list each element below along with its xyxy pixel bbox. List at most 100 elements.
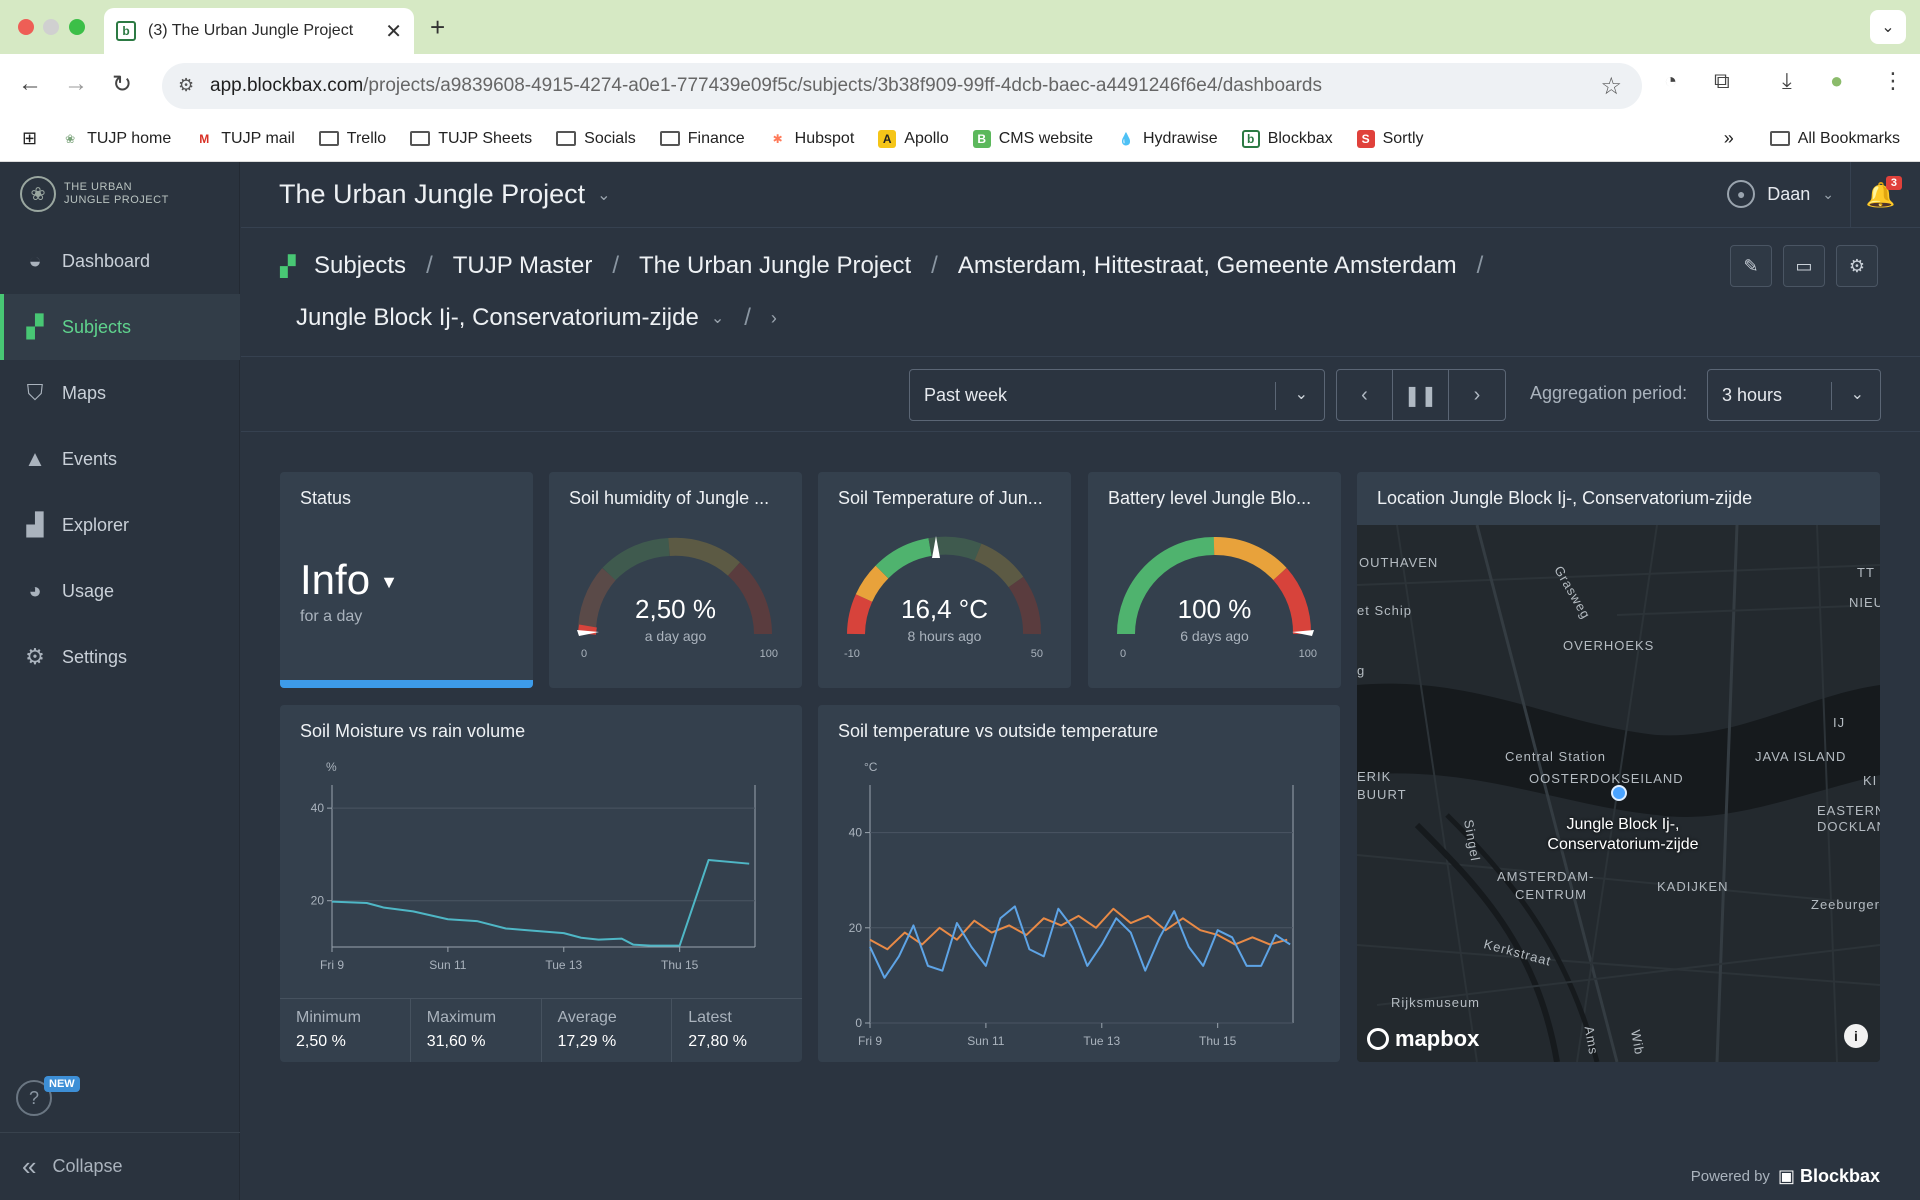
status-widget[interactable]: Status Info ▼ for a day bbox=[280, 472, 533, 688]
battery-level-widget[interactable]: Battery level Jungle Blo... 0 100 100 % … bbox=[1088, 472, 1341, 688]
tab-close-icon[interactable]: ✕ bbox=[385, 20, 402, 43]
previous-period-button[interactable]: ‹ bbox=[1337, 370, 1393, 420]
y-tick-label: 20 bbox=[849, 921, 863, 935]
double-chevron-left-icon: « bbox=[22, 1151, 37, 1181]
bookmark-trello[interactable]: Trello bbox=[318, 130, 386, 148]
tab-search-button[interactable]: ⌄ bbox=[1870, 10, 1906, 44]
bookmark-sortly[interactable]: S Sortly bbox=[1356, 129, 1424, 148]
fullscreen-button[interactable]: ▭ bbox=[1783, 245, 1825, 287]
series-line bbox=[869, 907, 1288, 951]
maximize-window-button[interactable] bbox=[69, 19, 85, 35]
project-selector[interactable]: The Urban Jungle Project bbox=[279, 179, 586, 209]
gauge-timestamp: 8 hours ago bbox=[907, 628, 982, 644]
close-window-button[interactable] bbox=[18, 19, 34, 35]
breadcrumb-subjects[interactable]: Subjects bbox=[314, 252, 407, 279]
sidebar-item-usage[interactable]: ◕ Usage bbox=[0, 558, 240, 624]
user-menu[interactable]: ● Daan ⌄ bbox=[1727, 180, 1834, 208]
sidebar-item-maps[interactable]: ⛉ Maps bbox=[0, 360, 240, 426]
minimize-window-button[interactable] bbox=[43, 19, 59, 35]
notifications-button[interactable]: 🔔 3 bbox=[1850, 162, 1910, 228]
bookmarks-bar: ⊞ ❀ TUJP home M TUJP mail Trello TUJP Shee… bbox=[0, 116, 1920, 162]
time-range-select[interactable]: Past week ⌄ bbox=[909, 369, 1325, 421]
cms-icon: B bbox=[972, 129, 991, 148]
apps-grid-icon[interactable]: ⊞ bbox=[22, 128, 38, 148]
time-controls: Past week ⌄ ‹ ❚❚ › Aggregation period: 3… bbox=[241, 356, 1920, 432]
tab-title: (3) The Urban Jungle Project bbox=[148, 22, 354, 39]
browser-menu-icon[interactable]: ⋮ bbox=[1882, 68, 1904, 93]
profile-avatar-icon[interactable]: ● bbox=[1830, 68, 1844, 93]
app-logo[interactable]: ❀ THE URBAN JUNGLE PROJECT bbox=[20, 176, 169, 212]
stat-value: 31,60 % bbox=[426, 1033, 486, 1050]
pause-button[interactable]: ❚❚ bbox=[1393, 370, 1449, 420]
bookmark-socials[interactable]: Socials bbox=[556, 130, 636, 148]
settings-button[interactable]: ⚙ bbox=[1836, 245, 1878, 287]
all-bookmarks[interactable]: All Bookmarks bbox=[1797, 129, 1900, 147]
map-label: OVERHOEKS bbox=[1563, 638, 1655, 653]
map-label: DOCKLAN bbox=[1817, 819, 1880, 834]
y-tick-label: 0 bbox=[855, 1016, 862, 1030]
more-bookmarks-icon[interactable]: » bbox=[1723, 128, 1734, 148]
bookmark-tujp-home[interactable]: ❀ TUJP home bbox=[61, 130, 171, 148]
extension-icon[interactable]: ◔ bbox=[1664, 68, 1678, 93]
bookmark-hydrawise[interactable]: 💧 Hydrawise bbox=[1117, 130, 1218, 148]
cubes-icon: ▞ bbox=[26, 314, 44, 339]
site-info-icon[interactable]: ⚙ bbox=[178, 75, 195, 95]
monitor-icon: ▭ bbox=[1795, 255, 1813, 276]
mapbox-logo[interactable]: mapbox bbox=[1367, 1026, 1479, 1052]
bookmark-blockbax[interactable]: b Blockbax bbox=[1241, 129, 1333, 148]
browser-tab[interactable]: b (3) The Urban Jungle Project ✕ bbox=[104, 8, 414, 54]
chevron-down-icon[interactable]: ⌄ bbox=[710, 310, 725, 327]
powered-by[interactable]: Powered by ▣ Blockbax bbox=[1691, 1166, 1880, 1187]
url-path: /projects/a9839608-4915-4274-a0e1-777439… bbox=[363, 75, 1322, 96]
map-label: et Schip bbox=[1357, 603, 1412, 618]
soil-humidity-widget[interactable]: Soil humidity of Jungle ... 0 100 2,50 %… bbox=[549, 472, 802, 688]
soil-temperature-widget[interactable]: Soil Temperature of Jun... -10 50 16,4 °… bbox=[818, 472, 1071, 688]
next-period-button[interactable]: › bbox=[1449, 370, 1505, 420]
bookmark-finance[interactable]: Finance bbox=[659, 130, 745, 148]
bookmark-tujp-sheets[interactable]: TUJP Sheets bbox=[410, 130, 532, 148]
breadcrumb-project[interactable]: The Urban Jungle Project bbox=[639, 252, 912, 279]
bookmark-tujp-mail[interactable]: M TUJP mail bbox=[195, 130, 295, 148]
extensions-puzzle-icon[interactable]: ⧉ bbox=[1714, 68, 1730, 93]
breadcrumb-tujp-master[interactable]: TUJP Master bbox=[452, 252, 593, 279]
forward-button[interactable]: → bbox=[64, 70, 88, 97]
sidebar-item-settings[interactable]: ⚙ Settings bbox=[0, 624, 240, 690]
cubes-icon: ▞ bbox=[280, 255, 296, 278]
help-button[interactable]: ? bbox=[16, 1080, 52, 1116]
breadcrumb-current-subject[interactable]: Jungle Block Ij-, Conservatorium-zijde bbox=[296, 304, 699, 331]
sidebar-item-explorer[interactable]: ▟ Explorer bbox=[0, 492, 240, 558]
map-info-button[interactable]: i bbox=[1844, 1024, 1868, 1048]
new-tab-button[interactable]: + bbox=[430, 12, 446, 42]
sidebar-item-label: Dashboard bbox=[62, 250, 151, 271]
soil-moisture-chart-widget[interactable]: Soil Moisture vs rain volume % 20 40 Fri 9 S… bbox=[280, 705, 802, 1062]
aggregation-select[interactable]: 3 hours ⌄ bbox=[1707, 369, 1881, 421]
bookmark-cms-website[interactable]: B CMS website bbox=[972, 129, 1093, 148]
stat-average: Average 17,29 % bbox=[542, 999, 673, 1062]
bookmark-apollo[interactable]: A Apollo bbox=[878, 129, 949, 148]
breadcrumb-location[interactable]: Amsterdam, Hittestraat, Gemeente Amsterd… bbox=[957, 252, 1457, 279]
sidebar-item-subjects[interactable]: ▞ Subjects bbox=[0, 294, 240, 360]
chevron-down-icon[interactable]: ⌄ bbox=[597, 186, 611, 204]
map-canvas[interactable]: OUTHAVEN et Schip Grasweg OVERHOEKS TT N… bbox=[1357, 525, 1880, 1062]
downloads-icon[interactable]: ⤓ bbox=[1782, 68, 1792, 93]
sidebar-item-dashboard[interactable]: ◒ Dashboard bbox=[0, 228, 240, 294]
humidity-gauge bbox=[577, 537, 772, 636]
gauge-max: 100 bbox=[759, 648, 778, 660]
new-badge: NEW bbox=[44, 1076, 80, 1092]
collapse-sidebar-button[interactable]: « Collapse bbox=[0, 1132, 240, 1200]
bookmark-hubspot[interactable]: ✱ Hubspot bbox=[769, 130, 855, 148]
sidebar-item-events[interactable]: ▲ Events bbox=[0, 426, 240, 492]
chevron-right-icon[interactable]: › bbox=[770, 307, 777, 328]
back-button[interactable]: ← bbox=[18, 70, 42, 97]
y-unit-label: % bbox=[326, 760, 337, 774]
soil-temperature-chart-widget[interactable]: Soil temperature vs outside temperature … bbox=[818, 705, 1340, 1062]
reload-button[interactable]: ↻ bbox=[112, 71, 133, 98]
gauge-timestamp: a day ago bbox=[644, 628, 707, 644]
soil-moisture-chart: % 20 40 Fri 9 Sun 11 Tue 13 Thu 15 bbox=[311, 760, 756, 972]
bookmark-star-icon[interactable]: ☆ bbox=[1600, 73, 1622, 100]
breadcrumb: ▞ Subjects / TUJP Master / The Urban Jun… bbox=[280, 252, 1503, 280]
map-location-marker[interactable] bbox=[1611, 785, 1627, 801]
map-label: Rijksmuseum bbox=[1391, 995, 1481, 1010]
address-bar[interactable]: ⚙ app.blockbax.com/projects/a9839608-491… bbox=[162, 63, 1642, 109]
edit-button[interactable]: ✎ bbox=[1730, 245, 1772, 287]
